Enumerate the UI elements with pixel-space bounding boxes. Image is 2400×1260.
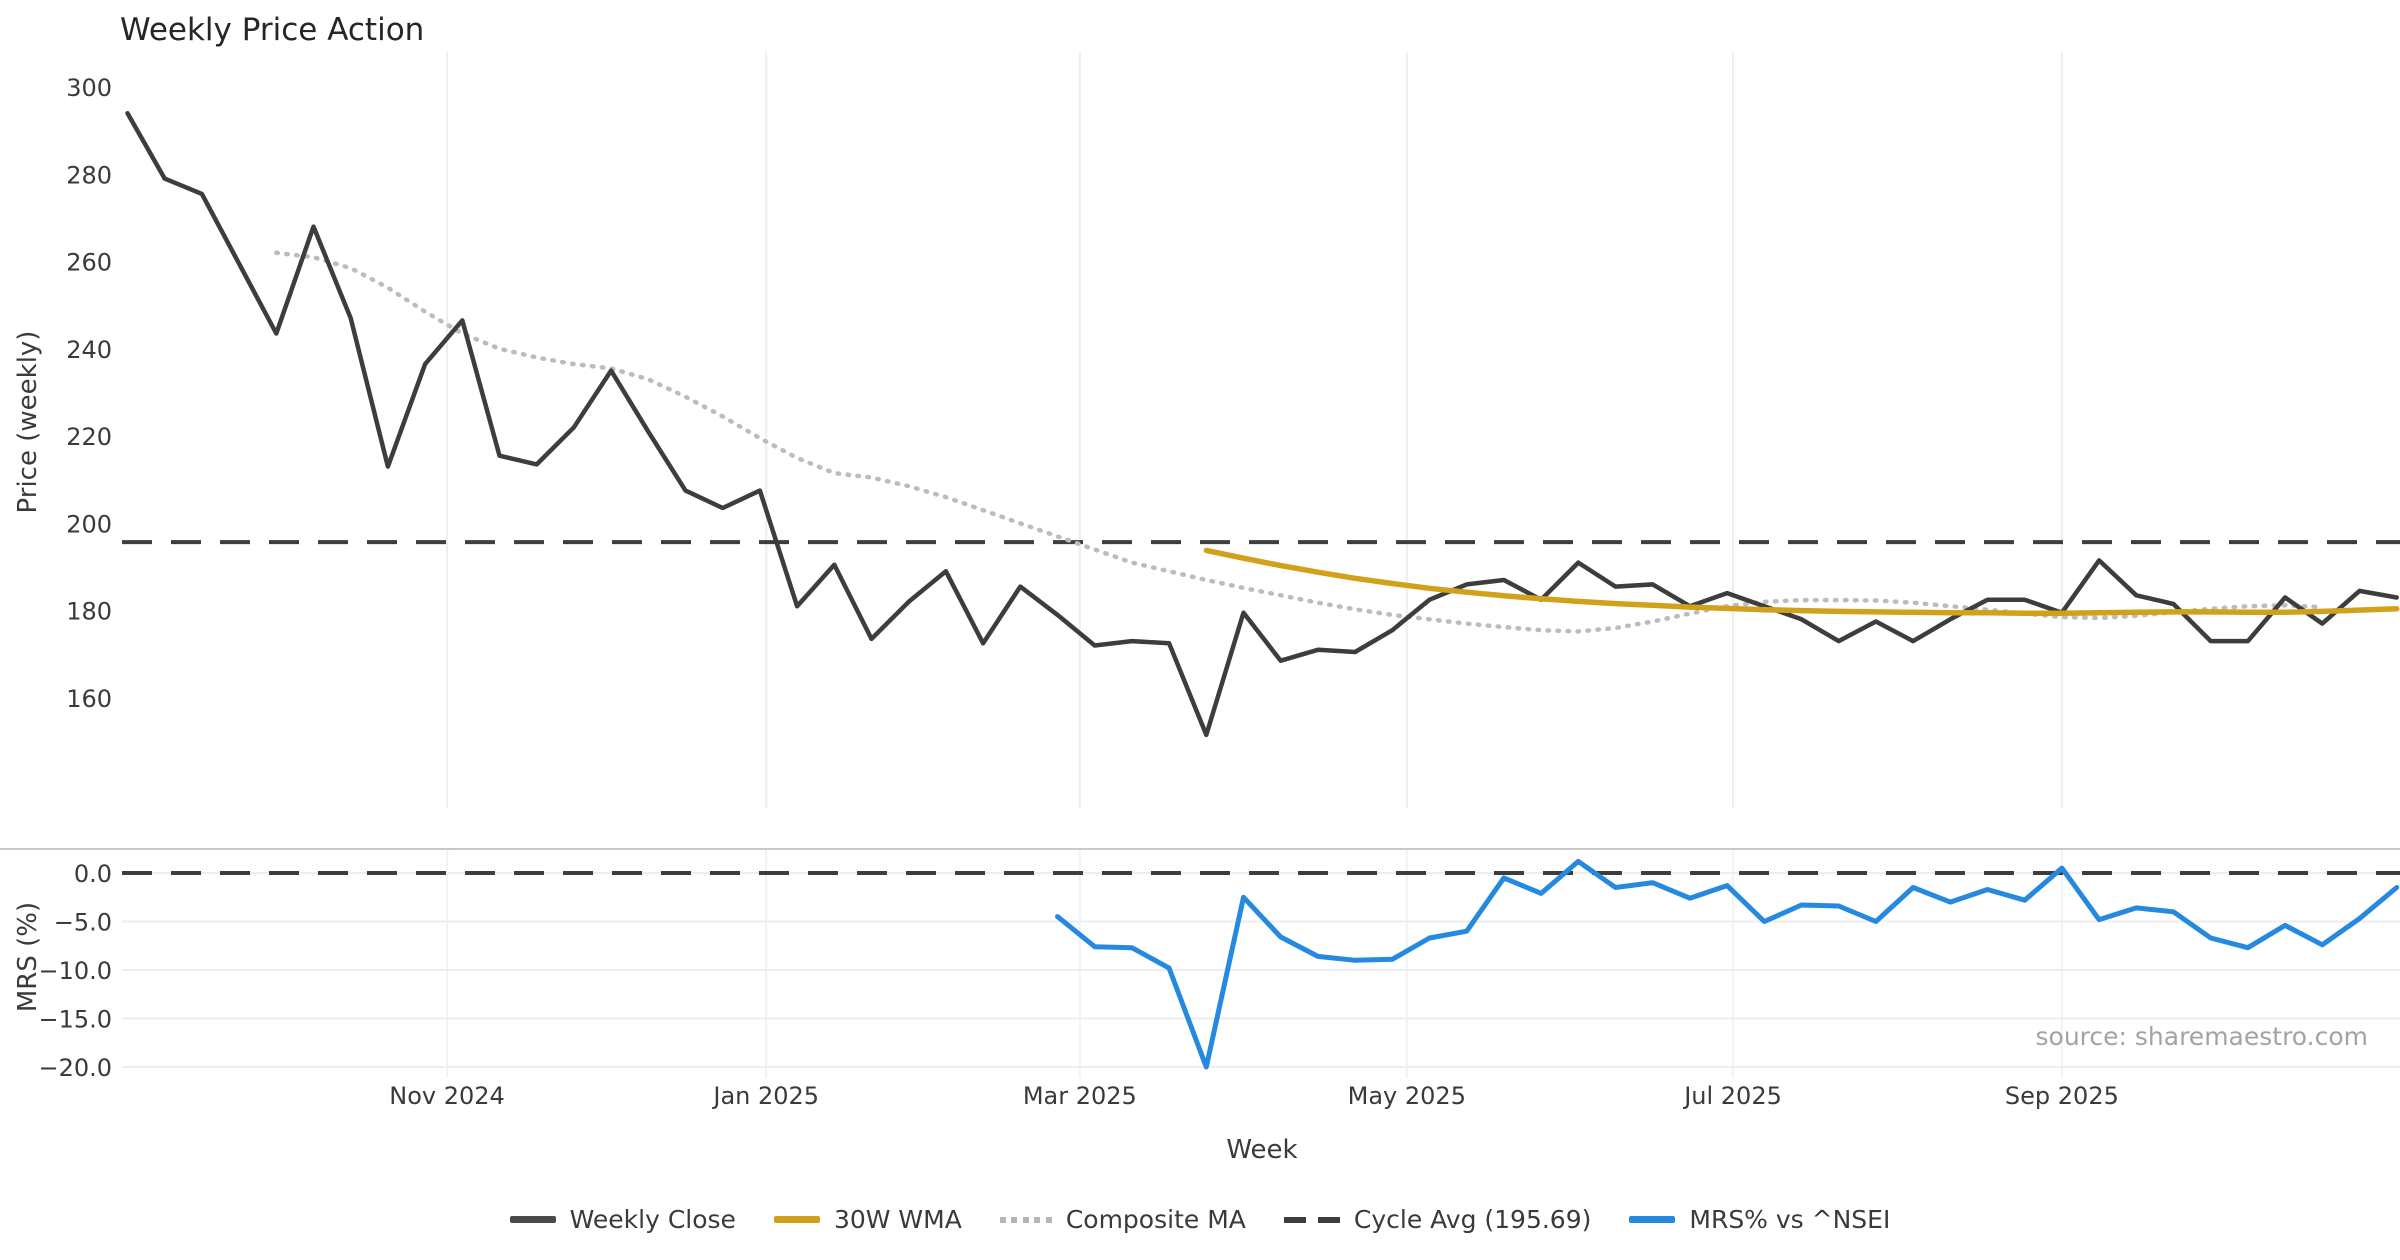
legend-item-30w-wma: 30W WMA (773, 1205, 962, 1234)
chart-legend: Weekly Close 30W WMA Composite MA Cycle … (0, 1205, 2400, 1234)
mrs-swatch-icon (1629, 1216, 1676, 1223)
legend-label: MRS% vs ^NSEI (1689, 1205, 1891, 1234)
composite-ma-swatch-icon (999, 1216, 1052, 1223)
price-y-tick-label: 260 (66, 249, 112, 277)
mrs-y-tick-label: −10.0 (38, 957, 112, 985)
mrs-y-tick-label: −15.0 (38, 1006, 112, 1034)
price-y-tick-label: 200 (66, 510, 112, 538)
chart-title: Weekly Price Action (120, 12, 424, 48)
mrs-panel-series (122, 858, 2400, 1070)
axis-tick-labels: 300 280 260 240 220 200 180 160 0.0 −5.0 −10.0 −15.… (38, 74, 2118, 1110)
legend-item-mrs: MRS% vs ^NSEI (1629, 1205, 1890, 1234)
price-y-tick-label: 300 (66, 74, 112, 102)
cycle-avg-swatch-icon (1283, 1216, 1340, 1223)
price-y-axis-label: Price (weekly) (13, 331, 43, 514)
legend-label: 30W WMA (833, 1205, 962, 1234)
x-tick-label: Sep 2025 (2005, 1082, 2119, 1110)
legend-label: Cycle Avg (195.69) (1353, 1205, 1592, 1234)
price-y-tick-label: 240 (66, 336, 112, 364)
mrs-y-tick-label: 0.0 (74, 860, 112, 888)
x-tick-label: Jul 2025 (1682, 1082, 1782, 1110)
legend-item-composite-ma: Composite MA (999, 1205, 1246, 1234)
price-panel-series (122, 110, 2400, 738)
price-y-tick-label: 160 (66, 685, 112, 713)
x-axis-label: Week (1226, 1135, 1297, 1165)
mrs-y-axis-label: MRS (%) (13, 902, 43, 1012)
x-tick-label: May 2025 (1348, 1082, 1466, 1110)
wma-30w-line (1203, 547, 2400, 616)
price-y-tick-label: 280 (66, 161, 112, 189)
source-watermark: source: sharemaestro.com (2036, 1022, 2369, 1051)
x-tick-label: Mar 2025 (1023, 1082, 1137, 1110)
legend-item-cycle-avg: Cycle Avg (195.69) (1283, 1205, 1592, 1234)
x-tick-label: Jan 2025 (711, 1082, 819, 1110)
mrs-y-tick-label: −5.0 (54, 909, 112, 937)
legend-item-weekly-close: Weekly Close (509, 1205, 736, 1234)
legend-label: Composite MA (1065, 1205, 1246, 1234)
weekly-close-swatch-icon (509, 1216, 556, 1223)
wma-swatch-icon (773, 1216, 820, 1223)
x-tick-label: Nov 2024 (389, 1082, 505, 1110)
mrs-y-tick-label: −20.0 (38, 1054, 112, 1082)
composite-ma-line (274, 250, 2325, 634)
mrs-line (1055, 858, 2400, 1070)
legend-label: Weekly Close (569, 1205, 736, 1234)
weekly-close-line (125, 110, 2399, 738)
price-y-tick-label: 180 (66, 598, 112, 626)
price-panel-gridlines (446, 52, 2063, 808)
price-y-tick-label: 220 (66, 423, 112, 451)
